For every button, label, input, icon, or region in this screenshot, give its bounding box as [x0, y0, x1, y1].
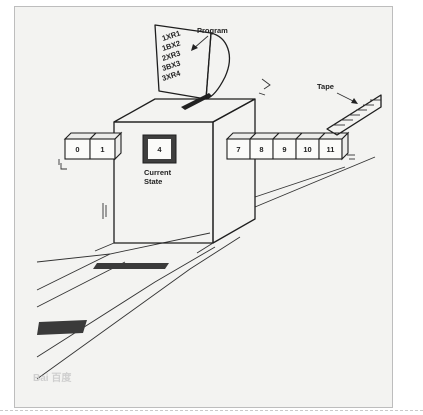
tape-cell-label: 1: [100, 145, 104, 154]
tape-cell-label: 11: [327, 145, 335, 154]
ground-lines: [36, 156, 376, 380]
tape-callout: Tape: [317, 82, 358, 104]
illustration-frame: 1XR1 1BX2 2XR3 3BX3 3XR4 Program 4 Current S…: [14, 6, 393, 408]
tape-cell-label: 9: [282, 145, 286, 154]
tape-strip: [326, 94, 382, 136]
bottom-dashed-divider: [0, 410, 423, 411]
tape-cell-left-0: 0: [63, 132, 98, 160]
floor-slot-2: [37, 320, 87, 335]
tape-cell-label: 8: [259, 145, 263, 154]
state-value: 4: [157, 145, 162, 154]
tape-cell-right-2: 9: [271, 132, 304, 160]
tape-cell-right-1: 8: [248, 132, 281, 160]
watermark: Bai 百度: [33, 371, 72, 384]
current-state-label-2: State: [144, 177, 162, 186]
current-state-indicator: 4 Current State: [142, 134, 177, 186]
right-motion-marks: [347, 154, 355, 160]
machine-box: [94, 78, 271, 254]
current-state-label: Current: [144, 168, 172, 177]
state-window-inner: [148, 139, 171, 159]
program-label: Program: [197, 26, 228, 35]
tape-cell-label: 7: [236, 145, 240, 154]
tape-cell-right-3: 10: [294, 132, 327, 160]
tape-label: Tape: [317, 82, 334, 91]
tape-cell-label: 0: [75, 145, 79, 154]
left-motion-marks: [58, 159, 67, 170]
tape-end-face: [114, 131, 122, 161]
program-slot: [181, 93, 212, 110]
floor-slots: [37, 263, 169, 335]
tape-cell-left-1: 1: [88, 132, 123, 160]
tape-cell-right-4: 11: [317, 132, 350, 160]
tape-cell-right-0: 7: [225, 132, 258, 160]
program-callout: Program: [191, 26, 228, 51]
floor-slot-1: [93, 263, 169, 269]
tape-cell-label: 10: [303, 145, 311, 154]
tape-end-face: [341, 131, 349, 161]
tape-right: 7 8 9 10 11: [225, 131, 350, 161]
